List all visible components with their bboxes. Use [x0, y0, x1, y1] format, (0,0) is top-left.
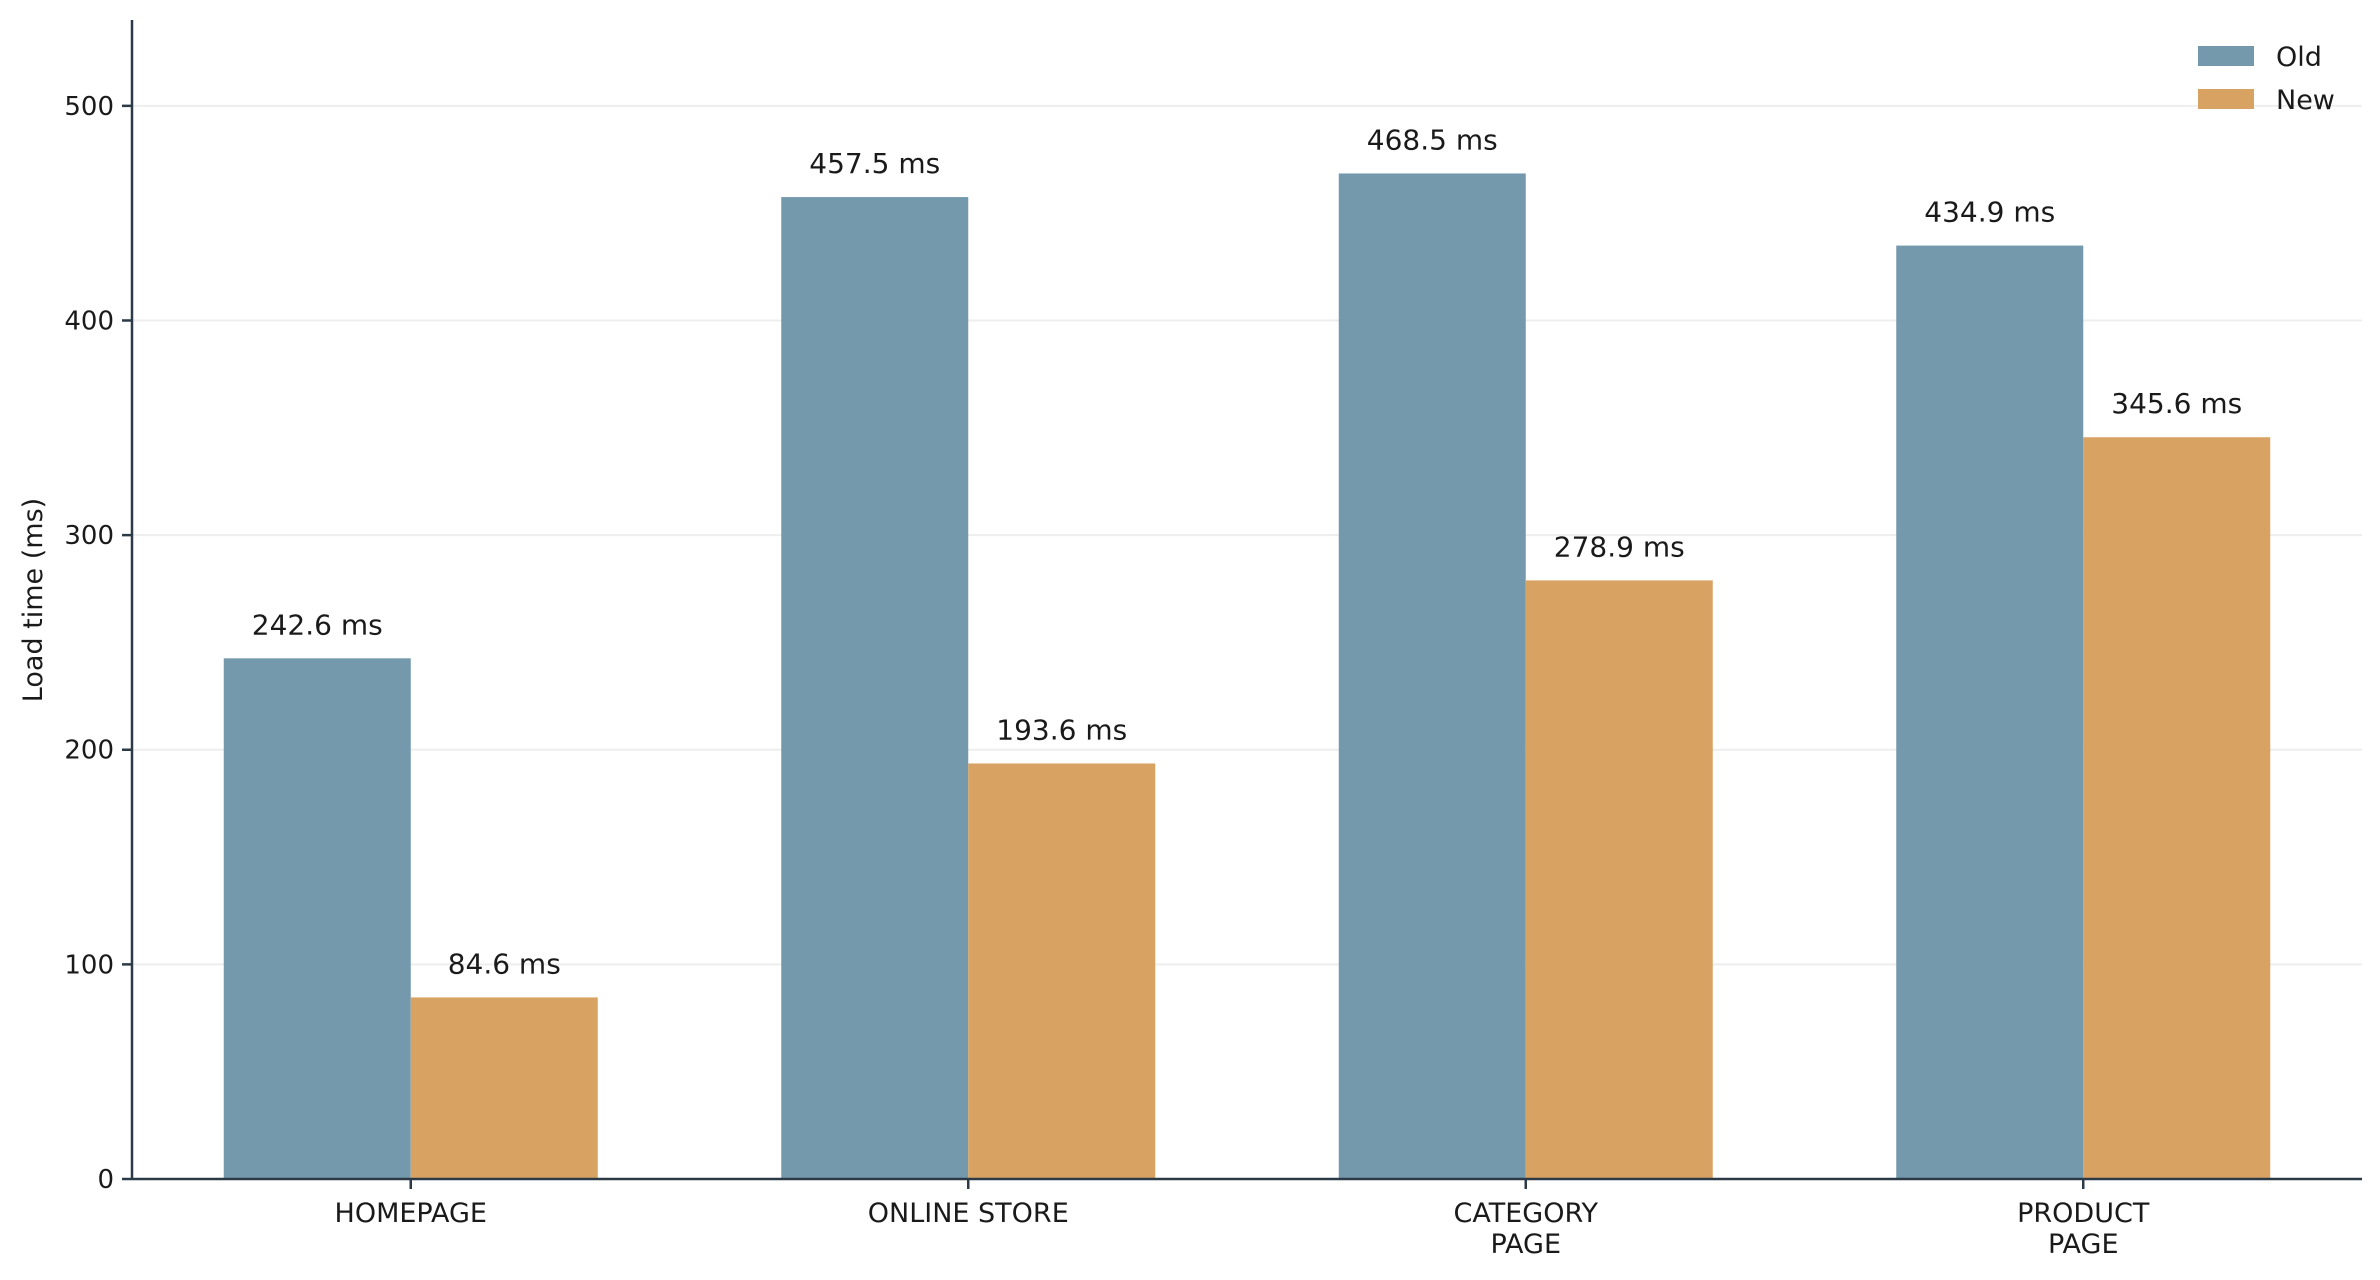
legend-label: Old — [2276, 42, 2322, 73]
x-tick-label: ONLINE STORE — [868, 1198, 1069, 1229]
bar-old — [1338, 173, 1526, 1179]
x-tick-label: PAGE — [1490, 1229, 1561, 1260]
y-tick-label: 500 — [64, 92, 114, 122]
y-axis-label: Load time (ms) — [18, 498, 49, 702]
data-label: 84.6 ms — [448, 947, 561, 980]
data-label: 193.6 ms — [996, 713, 1127, 746]
bar-new — [2083, 437, 2271, 1179]
data-label: 468.5 ms — [1367, 123, 1498, 156]
bar-new — [968, 763, 1156, 1179]
x-tick-label: PAGE — [2048, 1229, 2119, 1260]
bar-old — [1896, 245, 2084, 1179]
bar-new — [410, 997, 598, 1179]
x-tick-label: HOMEPAGE — [335, 1198, 487, 1229]
bars — [223, 173, 2271, 1179]
data-label: 457.5 ms — [809, 147, 940, 180]
bar-old — [781, 197, 969, 1179]
data-label: 434.9 ms — [1924, 196, 2055, 229]
bar-new — [1525, 580, 1713, 1179]
legend-swatch-new — [2198, 89, 2254, 109]
y-tick-label: 0 — [97, 1165, 114, 1195]
bar-old — [223, 658, 411, 1179]
x-tick-label: PRODUCT — [2017, 1198, 2150, 1229]
x-tick-label: CATEGORY — [1454, 1198, 1599, 1229]
legend-label: New — [2276, 85, 2335, 116]
data-label: 242.6 ms — [252, 608, 383, 641]
y-tick-label: 100 — [64, 950, 114, 980]
y-tick-label: 400 — [64, 306, 114, 336]
legend-swatch-old — [2198, 46, 2254, 66]
y-tick-label: 200 — [64, 736, 114, 766]
axes: 0 100 200 300 400 500 HOMEPAGE ONLINE STORE CATE… — [64, 20, 2362, 1260]
y-tick-label: 300 — [64, 521, 114, 551]
legend: Old New — [2198, 42, 2335, 116]
data-label: 345.6 ms — [2111, 387, 2242, 420]
data-label: 278.9 ms — [1554, 530, 1685, 563]
data-labels: 242.6 ms 84.6 ms 457.5 ms 193.6 ms 468.5 ms 2… — [252, 123, 2242, 980]
